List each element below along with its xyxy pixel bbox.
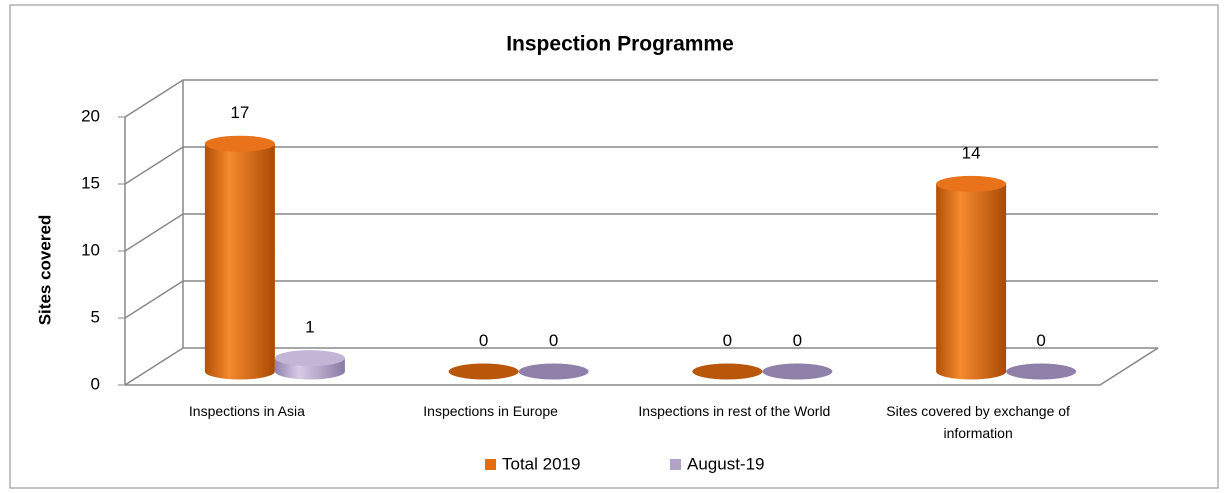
- x-tick-label: Inspections in Asia: [188, 403, 305, 419]
- bar-top: [1006, 363, 1077, 380]
- bar-body: [204, 143, 275, 380]
- y-tick-label: 15: [81, 173, 100, 192]
- x-tick-label: Sites covered by exchange of information: [886, 403, 1070, 441]
- bar-top: [518, 363, 589, 380]
- bar-top: [936, 175, 1007, 192]
- data-label: 0: [549, 331, 558, 350]
- data-label: 0: [723, 331, 732, 350]
- data-label: 0: [793, 331, 802, 350]
- bar-top: [692, 363, 763, 380]
- bar-top: [204, 135, 275, 152]
- x-tick-label: Inspections in rest of the World: [638, 403, 831, 419]
- bar: [204, 135, 275, 380]
- bar-top: [448, 363, 519, 380]
- bar-body: [936, 183, 1007, 380]
- y-axis-label: Sites covered: [35, 215, 54, 326]
- data-label: 1: [305, 318, 314, 337]
- floor-edge: [125, 347, 1159, 386]
- legend-swatch: [670, 459, 681, 470]
- grid-line: [124, 79, 1158, 118]
- bar: [762, 363, 833, 380]
- legend-label: August-19: [687, 454, 765, 473]
- data-label: 17: [230, 103, 249, 122]
- data-label: 0: [1036, 331, 1045, 350]
- chart-title: Inspection Programme: [506, 33, 734, 56]
- data-label: 0: [479, 331, 488, 350]
- bar: [518, 363, 589, 380]
- grid-line: [124, 146, 1158, 185]
- bar-top: [274, 350, 345, 367]
- data-label: 14: [962, 143, 981, 162]
- legend-label: Total 2019: [502, 454, 580, 473]
- bar-top: [762, 363, 833, 380]
- y-tick-label: 5: [91, 307, 100, 326]
- legend-swatch: [485, 459, 496, 470]
- y-tick-label: 0: [91, 374, 100, 393]
- y-tick-label: 10: [81, 240, 100, 259]
- y-tick-label: 20: [81, 106, 100, 125]
- bar: [274, 350, 345, 380]
- x-tick-label: Inspections in Europe: [423, 403, 558, 419]
- bar: [936, 175, 1007, 380]
- chart-border: [9, 4, 1219, 489]
- bar: [692, 363, 763, 380]
- bar: [448, 363, 519, 380]
- bar: [1006, 363, 1077, 380]
